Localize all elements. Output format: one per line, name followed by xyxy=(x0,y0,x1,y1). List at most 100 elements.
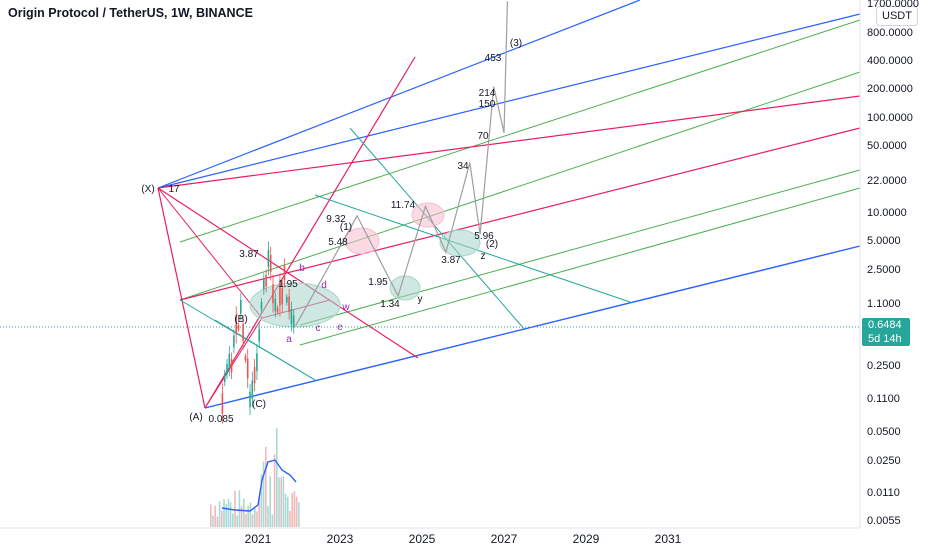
candle-body xyxy=(288,296,290,312)
volume-bar xyxy=(210,504,212,527)
volume-bar xyxy=(276,428,278,527)
wave-label: (X) xyxy=(141,184,154,195)
trend-line xyxy=(179,19,861,243)
wave-label: d xyxy=(321,280,327,291)
candle-body xyxy=(290,309,293,324)
candle-body xyxy=(233,335,235,348)
candle-body xyxy=(235,315,237,335)
wave-label: c xyxy=(316,323,321,334)
projection-path xyxy=(295,1,509,327)
price-label: 17 xyxy=(168,184,180,195)
candle-body xyxy=(237,324,240,330)
price-label: 0.085 xyxy=(208,414,233,425)
candle-body xyxy=(226,364,228,374)
price-label: 1.95 xyxy=(278,279,298,290)
y-tick-label: 100.0000 xyxy=(867,112,913,124)
candle-body xyxy=(292,315,295,328)
currency-button[interactable]: USDT xyxy=(876,6,918,26)
candle-body xyxy=(265,275,267,287)
price-label: 5.96 xyxy=(474,231,494,242)
candle-body xyxy=(244,356,247,361)
volume-bar xyxy=(247,505,249,527)
trend-line xyxy=(349,127,526,331)
x-tick-label: 2023 xyxy=(326,532,354,546)
wave-label: (3) xyxy=(510,38,522,49)
y-tick-label: 800.0000 xyxy=(867,27,913,39)
candle-body xyxy=(246,358,249,379)
trend-line xyxy=(179,71,861,301)
volume-bar xyxy=(245,513,247,527)
x-tick-label: 2025 xyxy=(408,532,436,546)
candle-body xyxy=(249,391,251,408)
volume-bar xyxy=(293,491,296,527)
y-tick-label: 0.2500 xyxy=(867,360,901,372)
trend-line xyxy=(157,95,861,189)
price-label: 5.48 xyxy=(328,237,348,248)
volume-bar xyxy=(282,476,285,527)
volume-bar xyxy=(269,476,271,527)
volume-bar xyxy=(273,454,276,527)
volume-bar xyxy=(280,477,282,527)
y-tick-label: 5.0000 xyxy=(867,235,901,247)
candle-body xyxy=(279,284,281,306)
volume-ma-line xyxy=(221,459,297,512)
candle-body xyxy=(286,296,288,303)
volume-bar xyxy=(225,504,227,527)
volume-bar xyxy=(256,511,258,527)
projection-line xyxy=(295,1,509,327)
y-tick-label: 2.5000 xyxy=(867,264,901,276)
y-tick-label: 200.0000 xyxy=(867,83,913,95)
y-tick-label: 50.0000 xyxy=(867,140,907,152)
y-tick-label: 0.1100 xyxy=(867,393,900,405)
candle-body xyxy=(260,301,263,310)
price-label: 11.74 xyxy=(391,200,416,211)
candle-body xyxy=(230,359,233,373)
volume-bar xyxy=(295,496,298,527)
candle-body xyxy=(276,307,279,313)
candle-body xyxy=(242,323,244,341)
candle-body xyxy=(258,329,260,342)
volume-bar xyxy=(236,515,238,527)
last-price-tag: 0.6484 5d 14h xyxy=(862,318,910,346)
volume-bar xyxy=(227,498,230,527)
volume-bar xyxy=(278,477,280,527)
volume-bar xyxy=(243,498,245,527)
candle-body xyxy=(272,284,274,304)
volume-bar xyxy=(262,461,265,527)
volume-bars xyxy=(210,428,300,527)
volume-bar xyxy=(223,499,225,527)
volume-bar xyxy=(249,502,252,527)
chart-title: Origin Protocol / TetherUS, 1W, BINANCE xyxy=(8,6,253,20)
volume-bar xyxy=(229,502,232,527)
volume-bar xyxy=(271,514,274,527)
volume-bar xyxy=(267,506,269,527)
volume-bar xyxy=(287,496,289,527)
volume-bar xyxy=(289,510,291,527)
y-tick-label: 0.0055 xyxy=(867,515,901,527)
trend-line xyxy=(204,317,263,409)
volume-bar xyxy=(221,510,223,527)
trend-line xyxy=(204,245,861,409)
price-label: 150 xyxy=(479,99,496,110)
volume-bar xyxy=(214,505,216,527)
volume-bar xyxy=(265,446,267,527)
trend-line xyxy=(299,187,861,346)
zone-ellipse xyxy=(411,202,445,228)
wave-label: y xyxy=(418,294,423,305)
y-tick-label: 1.1000 xyxy=(867,298,901,310)
candle-body xyxy=(281,288,283,305)
volume-bar xyxy=(234,490,236,527)
candle-body xyxy=(267,250,270,267)
trend-line xyxy=(157,13,861,189)
chart-annotations: (X) (A) (B) (C) (1) (2) (3) a b c d ew y z 17 0.085 3.87… xyxy=(141,38,522,425)
wave-label: w xyxy=(341,302,350,313)
y-tick-label: 1700.0000 xyxy=(867,0,919,10)
trend-line xyxy=(157,187,206,409)
trend-line xyxy=(157,187,263,319)
candle-body xyxy=(263,278,265,290)
volume-bar xyxy=(298,502,300,527)
last-price-value: 0.6484 xyxy=(868,319,902,331)
trend-line xyxy=(179,127,861,301)
volume-bar xyxy=(232,513,234,527)
